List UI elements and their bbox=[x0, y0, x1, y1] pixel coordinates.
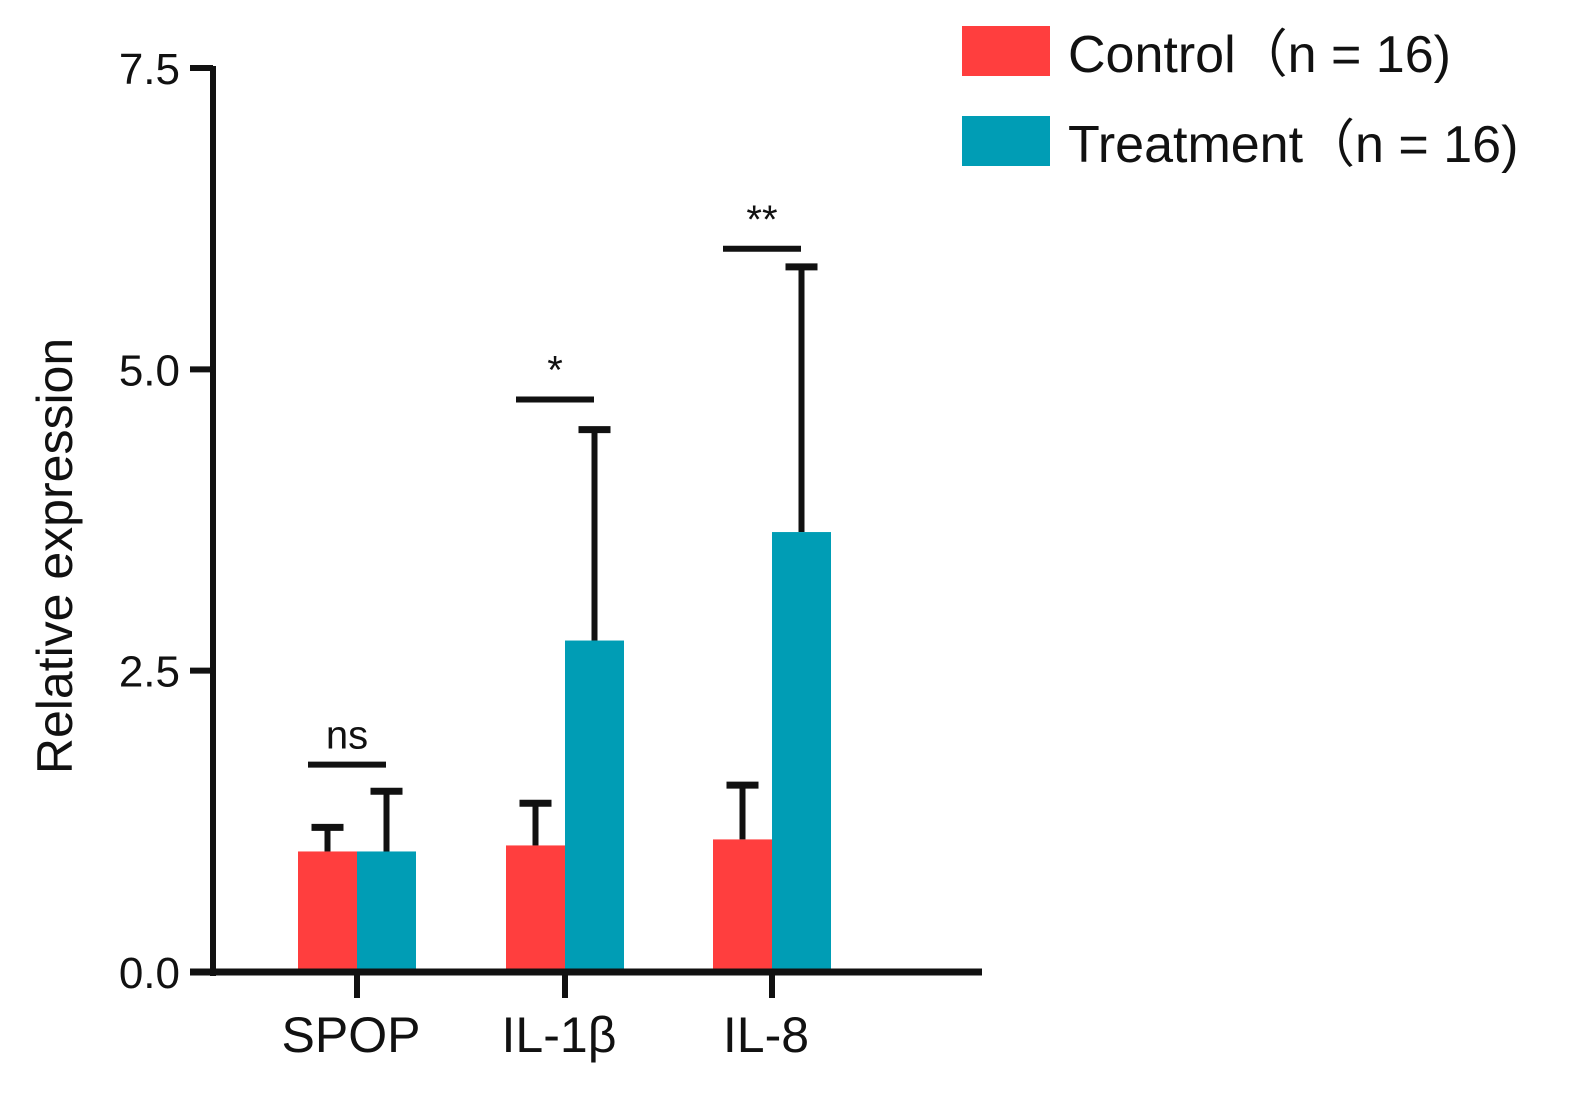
significance-label-2: ** bbox=[746, 198, 777, 242]
y-tick-label-3: 7.5 bbox=[119, 45, 180, 94]
x-ticks-layer: SPOP IL-1β IL-8 bbox=[282, 972, 809, 1063]
legend-swatch-control bbox=[962, 26, 1050, 76]
error-bars-layer bbox=[311, 263, 818, 852]
legend: Control（n = 16) Treatment（n = 16) bbox=[962, 26, 1518, 174]
y-tick-label-0: 0.0 bbox=[119, 949, 180, 998]
bar-treatment-0 bbox=[357, 851, 416, 972]
y-tick-label-1: 2.5 bbox=[119, 648, 180, 697]
bar-treatment-1 bbox=[565, 640, 624, 972]
y-ticks-layer: 0.0 2.5 5.0 7.5 bbox=[119, 45, 213, 998]
significance-label-1: * bbox=[547, 348, 563, 392]
legend-swatch-treatment bbox=[962, 116, 1050, 166]
bars-layer bbox=[298, 532, 831, 972]
x-tick-label-2: IL-8 bbox=[723, 1007, 809, 1063]
bar-control-1 bbox=[506, 845, 565, 972]
y-tick-label-2: 5.0 bbox=[119, 346, 180, 395]
bar-control-2 bbox=[713, 839, 772, 972]
x-tick-label-1: IL-1β bbox=[502, 1007, 617, 1063]
legend-label-treatment: Treatment（n = 16) bbox=[1068, 116, 1518, 174]
x-tick-label-0: SPOP bbox=[282, 1007, 421, 1063]
y-axis-title: Relative expression bbox=[27, 338, 83, 774]
legend-label-control: Control（n = 16) bbox=[1068, 26, 1451, 84]
bar-control-0 bbox=[298, 851, 357, 972]
bar-treatment-2 bbox=[772, 532, 831, 972]
significance-label-0: ns bbox=[326, 714, 368, 758]
significance-layer: ns*** bbox=[308, 198, 801, 768]
